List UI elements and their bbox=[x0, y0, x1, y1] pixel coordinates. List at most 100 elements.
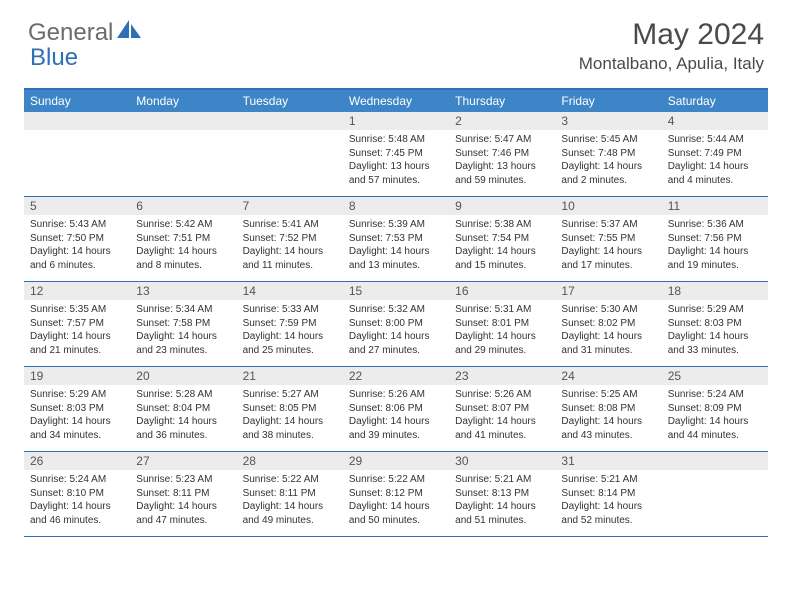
detail-line: Daylight: 14 hours bbox=[30, 330, 124, 344]
day-number: 4 bbox=[662, 112, 768, 130]
detail-line: Daylight: 14 hours bbox=[30, 500, 124, 514]
day-details: Sunrise: 5:33 AMSunset: 7:59 PMDaylight:… bbox=[237, 300, 343, 363]
detail-line: and 8 minutes. bbox=[136, 259, 230, 273]
day-cell: 8Sunrise: 5:39 AMSunset: 7:53 PMDaylight… bbox=[343, 197, 449, 281]
detail-line: Daylight: 14 hours bbox=[136, 415, 230, 429]
day-details bbox=[237, 130, 343, 139]
day-cell: 7Sunrise: 5:41 AMSunset: 7:52 PMDaylight… bbox=[237, 197, 343, 281]
detail-line: Sunset: 8:00 PM bbox=[349, 317, 443, 331]
week-row: 19 Sunrise: 5:29 AMSunset: 8:03 PM Dayligh… bbox=[24, 367, 768, 452]
detail-line: Sunset: 7:45 PM bbox=[349, 147, 443, 161]
day-cell: 30Sunrise: 5:21 AMSunset: 8:13 PMDayligh… bbox=[449, 452, 555, 536]
day-number: 15 bbox=[343, 282, 449, 300]
detail-line: Daylight: 14 hours bbox=[561, 330, 655, 344]
day-cell: 10Sunrise: 5:37 AMSunset: 7:55 PMDayligh… bbox=[555, 197, 661, 281]
detail-line: and 23 minutes. bbox=[136, 344, 230, 358]
day-cell bbox=[662, 452, 768, 536]
day-number: 12 bbox=[24, 282, 130, 300]
detail-line: Sunset: 7:54 PM bbox=[455, 232, 549, 246]
day-number bbox=[130, 112, 236, 130]
day-number: 1 bbox=[343, 112, 449, 130]
day-number: 5 bbox=[24, 197, 130, 215]
day-number: 19 bbox=[24, 367, 130, 385]
detail-line: Sunset: 8:03 PM bbox=[30, 402, 124, 416]
detail-line: Sunrise: 5:39 AM bbox=[349, 218, 443, 232]
day-number: 3 bbox=[555, 112, 661, 130]
detail-line: Sunrise: 5:24 AM bbox=[30, 473, 124, 487]
detail-line: Sunset: 7:51 PM bbox=[136, 232, 230, 246]
day-cell: 25Sunrise: 5:24 AMSunset: 8:09 PMDayligh… bbox=[662, 367, 768, 451]
day-number: 8 bbox=[343, 197, 449, 215]
day-number: 16 bbox=[449, 282, 555, 300]
day-cell: 12Sunrise: 5:35 AMSunset: 7:57 PMDayligh… bbox=[24, 282, 130, 366]
detail-line: and 51 minutes. bbox=[455, 514, 549, 528]
day-number: 26 bbox=[24, 452, 130, 470]
detail-line: Sunset: 8:07 PM bbox=[455, 402, 549, 416]
day-number: 29 bbox=[343, 452, 449, 470]
detail-line: and 33 minutes. bbox=[668, 344, 762, 358]
detail-line: Sunset: 8:11 PM bbox=[136, 487, 230, 501]
day-details bbox=[662, 470, 768, 479]
detail-line: and 47 minutes. bbox=[136, 514, 230, 528]
day-cell: 9Sunrise: 5:38 AMSunset: 7:54 PMDaylight… bbox=[449, 197, 555, 281]
detail-line: Sunrise: 5:29 AM bbox=[30, 388, 124, 402]
detail-line: Sunrise: 5:38 AM bbox=[455, 218, 549, 232]
detail-line: and 25 minutes. bbox=[243, 344, 337, 358]
brand-sail-icon bbox=[115, 18, 143, 47]
detail-line: Sunrise: 5:26 AM bbox=[455, 388, 549, 402]
day-details: Sunrise: 5:26 AMSunset: 8:07 PMDaylight:… bbox=[449, 385, 555, 448]
detail-line: and 15 minutes. bbox=[455, 259, 549, 273]
detail-line: and 52 minutes. bbox=[561, 514, 655, 528]
day-cell: 6Sunrise: 5:42 AMSunset: 7:51 PMDaylight… bbox=[130, 197, 236, 281]
detail-line: Sunset: 8:06 PM bbox=[349, 402, 443, 416]
detail-line: Sunrise: 5:25 AM bbox=[561, 388, 655, 402]
detail-line: Sunrise: 5:37 AM bbox=[561, 218, 655, 232]
day-cell: 27Sunrise: 5:23 AMSunset: 8:11 PMDayligh… bbox=[130, 452, 236, 536]
detail-line: Sunset: 7:46 PM bbox=[455, 147, 549, 161]
detail-line: Sunset: 7:59 PM bbox=[243, 317, 337, 331]
detail-line: Daylight: 14 hours bbox=[136, 330, 230, 344]
day-cell: 14Sunrise: 5:33 AMSunset: 7:59 PMDayligh… bbox=[237, 282, 343, 366]
detail-line: Sunrise: 5:27 AM bbox=[243, 388, 337, 402]
month-title: May 2024 bbox=[579, 18, 764, 52]
detail-line: and 50 minutes. bbox=[349, 514, 443, 528]
detail-line: Daylight: 14 hours bbox=[349, 330, 443, 344]
day-cell: 22Sunrise: 5:26 AMSunset: 8:06 PMDayligh… bbox=[343, 367, 449, 451]
detail-line: Daylight: 14 hours bbox=[243, 245, 337, 259]
detail-line: Sunrise: 5:21 AM bbox=[455, 473, 549, 487]
detail-line: Sunrise: 5:30 AM bbox=[561, 303, 655, 317]
detail-line: Sunset: 8:13 PM bbox=[455, 487, 549, 501]
day-cell: 19Sunrise: 5:29 AMSunset: 8:03 PMDayligh… bbox=[24, 367, 130, 451]
day-cell: 2Sunrise: 5:47 AMSunset: 7:46 PMDaylight… bbox=[449, 112, 555, 196]
week-row: 1Sunrise: 5:48 AMSunset: 7:45 PMDaylight… bbox=[24, 112, 768, 197]
detail-line: Sunset: 8:11 PM bbox=[243, 487, 337, 501]
day-cell: 24 Sunrise: 5:25 AMSunset: 8:08 PMDayligh… bbox=[555, 367, 661, 451]
detail-line: and 31 minutes. bbox=[561, 344, 655, 358]
day-number: 27 bbox=[130, 452, 236, 470]
location-label: Montalbano, Apulia, Italy bbox=[579, 54, 764, 74]
detail-line: and 59 minutes. bbox=[455, 174, 549, 188]
detail-line: Daylight: 14 hours bbox=[455, 330, 549, 344]
detail-line: Sunset: 8:09 PM bbox=[668, 402, 762, 416]
detail-line: Daylight: 14 hours bbox=[243, 415, 337, 429]
day-details: Sunrise: 5:24 AMSunset: 8:10 PMDaylight:… bbox=[24, 470, 130, 533]
day-details: Sunrise: 5:45 AMSunset: 7:48 PMDaylight:… bbox=[555, 130, 661, 193]
brand-line2: Blue bbox=[30, 44, 78, 72]
detail-line: Daylight: 14 hours bbox=[561, 415, 655, 429]
detail-line: Sunset: 8:12 PM bbox=[349, 487, 443, 501]
detail-line: Sunrise: 5:29 AM bbox=[668, 303, 762, 317]
day-details: Sunrise: 5:24 AMSunset: 8:09 PMDaylight:… bbox=[662, 385, 768, 448]
detail-line: and 27 minutes. bbox=[349, 344, 443, 358]
week-row: 5Sunrise: 5:43 AMSunset: 7:50 PMDaylight… bbox=[24, 197, 768, 282]
detail-line: Daylight: 13 hours bbox=[349, 160, 443, 174]
detail-line: Sunset: 8:03 PM bbox=[668, 317, 762, 331]
day-details: Sunrise: 5:44 AMSunset: 7:49 PMDaylight:… bbox=[662, 130, 768, 193]
detail-line: Daylight: 14 hours bbox=[136, 245, 230, 259]
day-details: Sunrise: 5:47 AMSunset: 7:46 PMDaylight:… bbox=[449, 130, 555, 193]
day-cell bbox=[237, 112, 343, 196]
day-number: 24 bbox=[555, 367, 661, 385]
day-cell: 23Sunrise: 5:26 AMSunset: 8:07 PMDayligh… bbox=[449, 367, 555, 451]
detail-line: Daylight: 13 hours bbox=[455, 160, 549, 174]
detail-line: Sunset: 8:08 PM bbox=[561, 402, 655, 416]
day-number: 11 bbox=[662, 197, 768, 215]
